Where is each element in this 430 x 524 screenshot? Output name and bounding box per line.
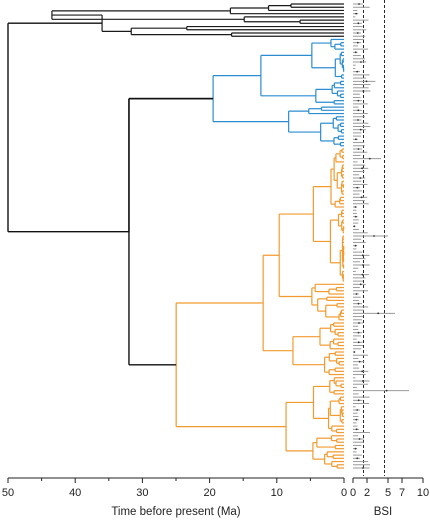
bsi-tick-label: 5 [385,487,391,499]
bsi-point [362,380,364,382]
bsi-point [373,235,375,237]
bsi-point [359,283,362,286]
bsi-point [377,312,380,315]
tree-clade-2 [212,38,345,147]
bsi-point [357,109,360,112]
bsi-point [361,167,364,170]
bsi-point [356,409,359,411]
bsi-point [358,322,360,324]
bsi-point [360,61,362,63]
bsi-point [358,360,361,363]
tree-tick-label: 10 [271,487,283,499]
tree-backbone [7,22,214,366]
tree-tick-label: 0 [341,487,347,499]
bsi-tick-label: 0 [350,487,356,499]
tree-clade-1 [51,3,344,37]
bsi-point [361,370,364,373]
bsi-point [385,389,388,392]
tree-tick-label: 20 [203,487,215,499]
phylogenetic-tree [7,3,345,469]
tree-tick-label: 30 [136,487,148,499]
bsi-point [362,467,364,469]
bsi-point [362,90,365,92]
bsi-point [357,399,360,402]
bsi-point [357,99,360,102]
bsi-point [356,41,359,44]
bsi-point [359,128,362,131]
bsi-ticks: 0 2 5 7 10 [350,478,429,499]
tree-x-axis-title: Time before present (Ma) [111,506,240,518]
bsi-point [356,186,359,189]
tree-x-axis: 50 40 30 20 10 0 Time before present (Ma) [2,477,347,518]
bsi-point [357,331,360,334]
bsi-point [355,418,358,421]
bsi-point [354,244,357,247]
bsi-point [354,447,357,450]
bsi-point [353,225,356,228]
bsi-point [354,51,357,54]
bsi-point [361,273,364,276]
bsi-point [358,438,361,440]
bsi-point [356,457,359,460]
bsi-point [355,428,358,431]
tree-clade-3 [175,148,345,469]
bsi-point [357,302,360,305]
bsi-point [356,70,359,73]
bsi-point [360,196,363,199]
bsi-point [357,148,360,150]
bsi-tick-label: 2 [364,487,370,499]
tree-tick-label: 50 [2,487,14,499]
tree-ticks: 50 40 30 20 10 0 [2,478,347,499]
bsi-point [354,215,357,218]
bsi-tick-label: 7 [399,487,405,499]
bsi-point [354,206,357,208]
bsi-point [361,254,364,257]
bsi-x-axis: 0 2 5 7 10 BSI [350,477,429,518]
bsi-point [353,351,356,353]
bsi-point [365,80,368,83]
bsi-point [357,119,359,121]
bsi-point [355,12,358,15]
bsi-point [356,32,359,34]
bsi-point [362,264,364,266]
bsi-point [357,22,360,25]
tree-tick-label: 40 [69,487,81,499]
bsi-point [358,3,360,5]
bsi-point [355,293,358,295]
bsi-point [354,138,357,141]
bsi-point [357,341,360,344]
bsi-x-axis-title: BSI [374,506,393,518]
bsi-point [359,177,362,179]
bsi-tick-label: 10 [417,487,429,499]
bsi-panel [353,0,409,476]
bsi-point [368,157,371,160]
